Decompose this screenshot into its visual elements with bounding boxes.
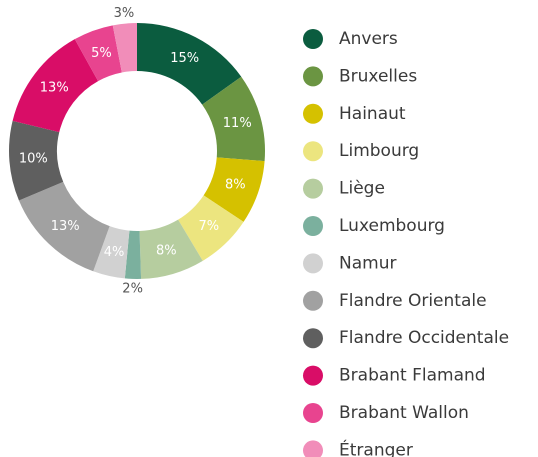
legend-swatch xyxy=(303,290,323,311)
legend-label: Étranger xyxy=(339,438,413,457)
legend-label: Brabant Flamand xyxy=(339,366,486,386)
legend-label: Liège xyxy=(339,179,385,199)
data-label: 13% xyxy=(40,81,69,96)
slice xyxy=(178,195,244,261)
data-label: 8% xyxy=(156,243,177,258)
legend-label: Brabant Wallon xyxy=(339,403,469,423)
data-label: 4% xyxy=(104,245,125,260)
data-label: 10% xyxy=(19,152,48,167)
slice xyxy=(112,23,137,73)
data-label: 2% xyxy=(122,281,143,296)
legend-swatch xyxy=(303,440,323,457)
legend-label: Bruxelles xyxy=(339,66,417,86)
legend-label: Flandre Orientale xyxy=(339,291,487,311)
legend-swatch xyxy=(303,103,323,124)
legend-swatch xyxy=(303,29,323,49)
slice xyxy=(8,120,64,201)
legend-swatch xyxy=(303,253,323,274)
legend-label: Luxembourg xyxy=(339,216,445,236)
slice xyxy=(93,226,130,279)
legend-swatch xyxy=(303,178,323,199)
legend-swatch xyxy=(303,141,323,162)
legend-label: Namur xyxy=(339,253,396,273)
legend-label: Anvers xyxy=(339,29,398,49)
legend-swatch xyxy=(303,403,323,423)
data-label: 7% xyxy=(198,219,219,234)
data-label: 11% xyxy=(223,116,252,131)
slice xyxy=(74,25,122,82)
legend-label: Hainaut xyxy=(339,104,406,124)
slice xyxy=(124,230,142,279)
data-label: 15% xyxy=(170,51,199,66)
data-label: 5% xyxy=(91,46,112,61)
data-label: 8% xyxy=(225,178,246,193)
slice xyxy=(18,181,110,272)
slice xyxy=(137,23,242,105)
legend-swatch xyxy=(303,216,323,236)
legend-swatch xyxy=(303,365,323,386)
data-label: 13% xyxy=(51,219,80,234)
slice xyxy=(203,157,265,222)
legend-swatch xyxy=(303,66,323,87)
data-label: 3% xyxy=(114,6,135,21)
slice xyxy=(202,76,265,162)
slice xyxy=(139,219,203,279)
slice xyxy=(12,39,99,133)
legend-label: Limbourg xyxy=(339,141,419,161)
legend-swatch xyxy=(303,328,323,349)
legend-label: Flandre Occidentale xyxy=(339,328,509,348)
